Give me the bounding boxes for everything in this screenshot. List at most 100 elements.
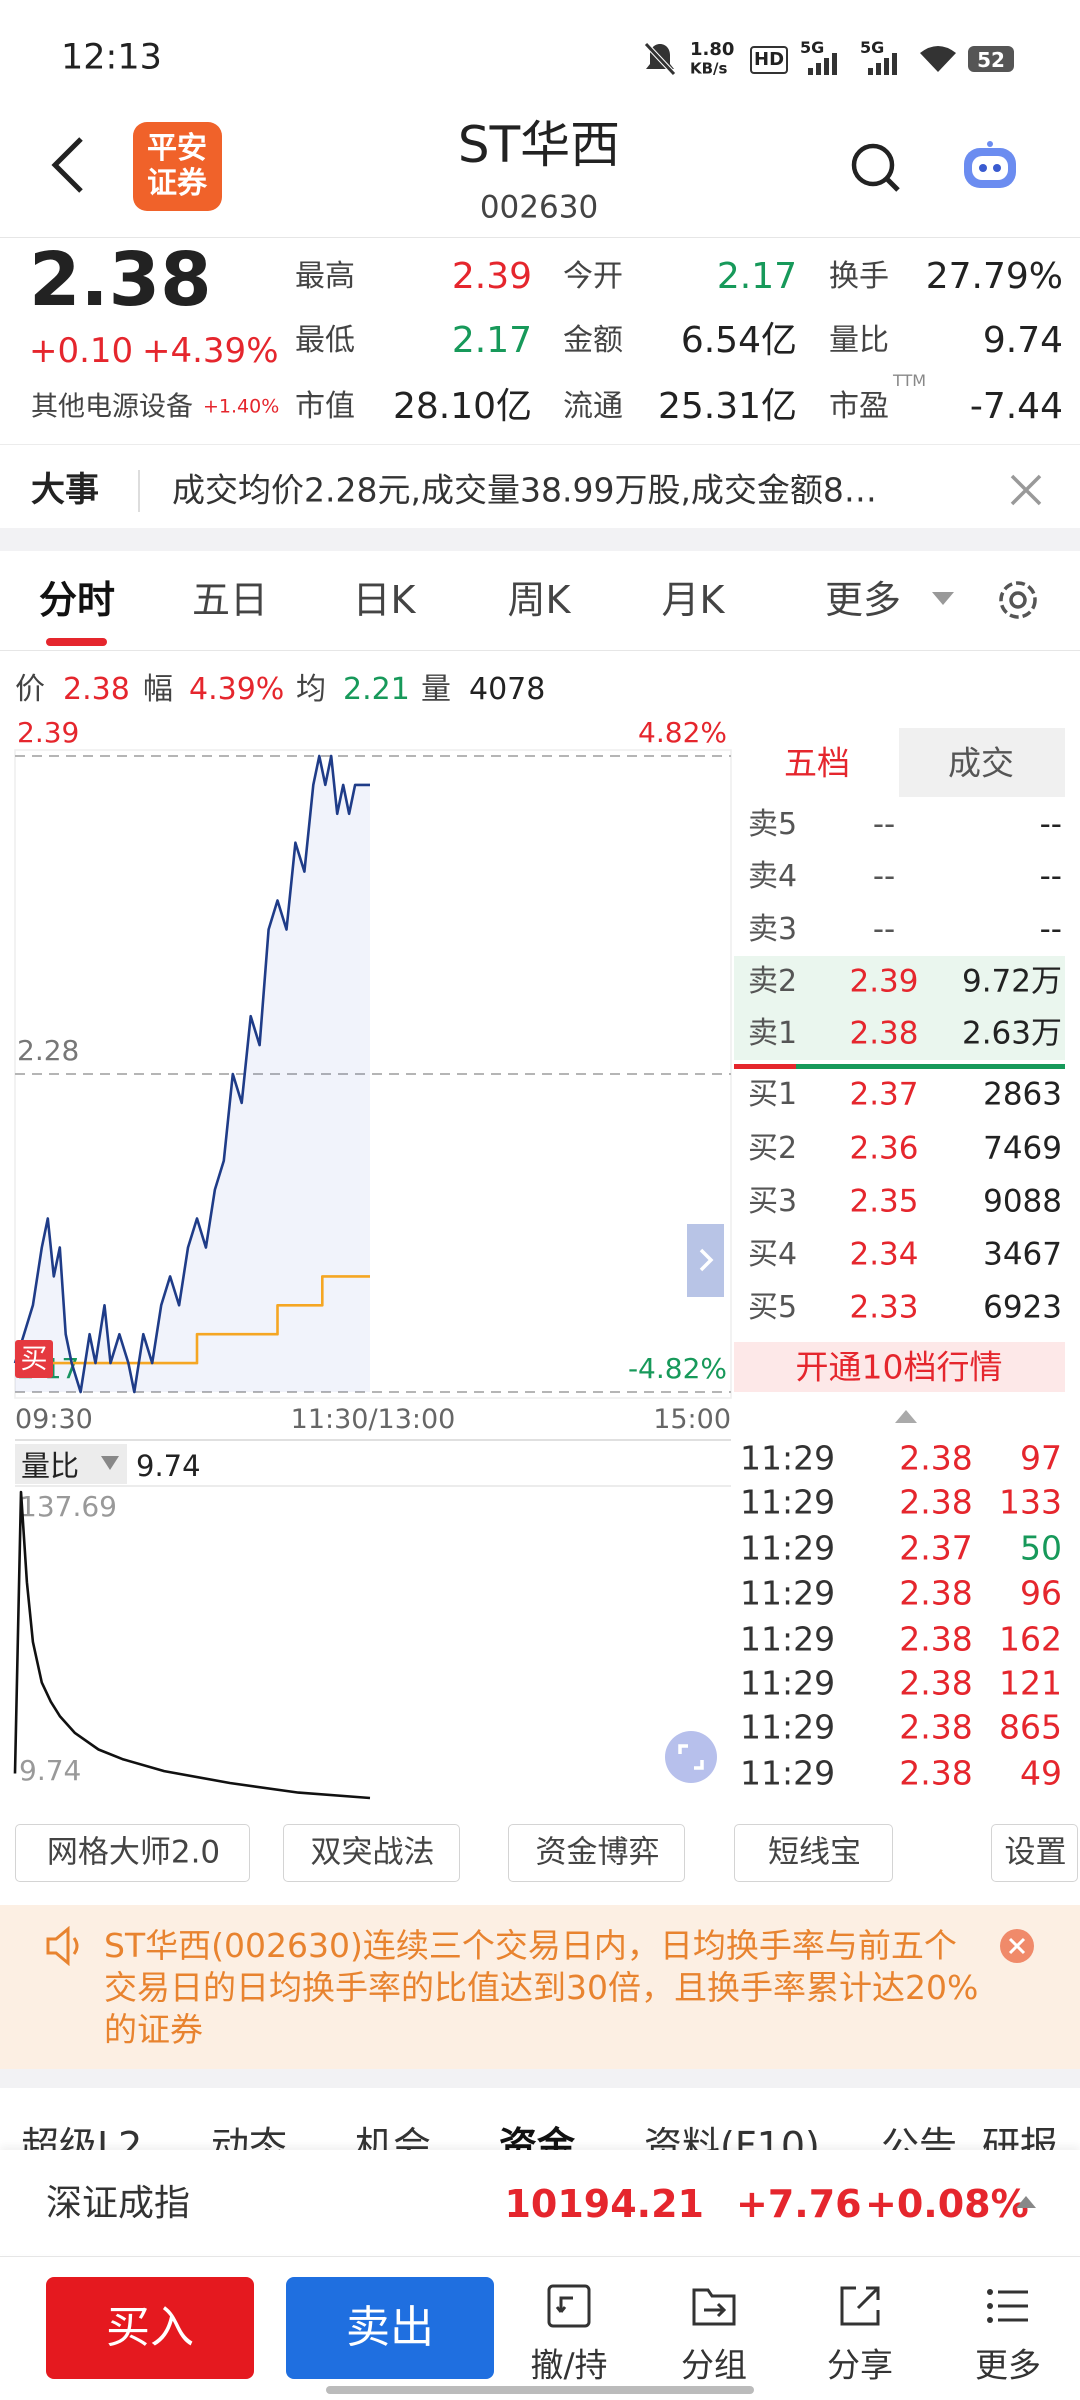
broker-logo (133, 122, 222, 211)
tool-button[interactable] (991, 1824, 1078, 1882)
tab-bg (899, 728, 1065, 797)
order-volume: -- (1039, 806, 1062, 843)
intraday-chart[interactable]: 2.392.282.174.82%-4.82%09:3011:30/13:001… (0, 720, 740, 1440)
upgrade-bg[interactable] (734, 1342, 1065, 1392)
info-label: 均 (296, 672, 326, 707)
more-icon[interactable] (982, 2280, 1034, 2332)
trade-volume: 133 (999, 1482, 1062, 1522)
info-value: 4.39% (189, 672, 285, 707)
tool-button[interactable] (734, 1824, 893, 1882)
sub-tab[interactable]: 研报 (982, 2124, 1059, 2150)
sub-tab[interactable]: 资料(F10) (644, 2124, 820, 2150)
order-price: -- (872, 858, 896, 895)
cancel-icon[interactable] (543, 2280, 595, 2332)
order-level: 卖2 (748, 964, 798, 999)
index-caret[interactable] (1014, 2194, 1038, 2210)
order-price: 2.35 (849, 1183, 919, 1220)
sector-change: +1.40% (203, 395, 280, 418)
trade-volume: 49 (1020, 1753, 1062, 1793)
sub-tab[interactable]: 动态 (211, 2124, 288, 2150)
index-bar[interactable] (0, 2150, 1080, 2254)
buy-marker-label: 买 (21, 1344, 48, 1375)
y-tick-label: 9.74 (19, 1754, 81, 1787)
quote-value: 2.17 (451, 320, 532, 361)
order-volume: -- (1039, 858, 1062, 895)
tab[interactable]: 月K (661, 578, 725, 622)
more-caret[interactable] (930, 590, 956, 608)
quote-value: 25.31亿 (657, 386, 797, 427)
group-icon[interactable] (688, 2280, 740, 2332)
quote-value: 2.17 (716, 256, 797, 297)
order-level: 买2 (748, 1131, 798, 1166)
trade-volume: 50 (1020, 1528, 1062, 1568)
net-speed: 1.80 (690, 39, 735, 60)
sell-button[interactable] (286, 2277, 494, 2379)
buy-label: 买入 (106, 2302, 194, 2353)
info-value: 2.38 (63, 672, 130, 707)
tab[interactable]: 更多 (824, 578, 902, 622)
quote-label: 市值 (295, 389, 355, 424)
quote-value: 28.10亿 (392, 386, 532, 427)
fullscreen-button[interactable] (664, 1730, 718, 1784)
ask-highlight (734, 956, 1065, 1060)
sub-tab[interactable]: 超级L2 (21, 2124, 143, 2150)
arrow-icon (699, 1248, 714, 1272)
order-volume: 2863 (983, 1076, 1062, 1113)
tab[interactable]: 五日 (191, 578, 269, 622)
quote-value: 2.39 (451, 256, 532, 297)
order-price: -- (872, 911, 896, 948)
order-level: 卖4 (748, 859, 798, 894)
tool-button[interactable] (283, 1824, 460, 1882)
series-line (15, 1275, 370, 1365)
trade-time: 11:29 (740, 1619, 836, 1659)
indicator-name: 量比 (21, 1449, 79, 1483)
settings-button[interactable] (994, 576, 1042, 624)
trade-time: 11:29 (740, 1438, 836, 1478)
quote-value: -7.44 (969, 386, 1063, 427)
search-button[interactable] (848, 140, 904, 196)
pe-suffix: TTM (893, 371, 927, 390)
index-change-pct: +0.08% (865, 2182, 1029, 2226)
order-price: -- (872, 806, 896, 843)
sub-tab[interactable]: 资金 (499, 2124, 576, 2150)
back-button[interactable] (45, 135, 90, 195)
trade-time: 11:29 (740, 1707, 836, 1747)
tool-button[interactable] (15, 1824, 250, 1882)
close-alert[interactable] (998, 1927, 1036, 1965)
trade-volume: 96 (1020, 1573, 1062, 1613)
scroll-caret (895, 1410, 917, 1423)
info-label: 价 (15, 672, 45, 707)
series-line (13, 1490, 371, 1800)
trade-price: 2.38 (899, 1663, 973, 1703)
sub-tabs: 超级L2 动态 机会 资金 资料(F10) 公告 研报 (0, 2088, 1080, 2150)
info-label: 量 (421, 672, 451, 707)
tab[interactable]: 分时 (38, 578, 116, 622)
sub-tab[interactable]: 机会 (355, 2124, 432, 2150)
tab[interactable]: 周K (507, 578, 571, 622)
order-volume: 3467 (983, 1236, 1062, 1273)
action-label: 分组 (681, 2345, 747, 2385)
quote-label: 换手 (829, 259, 889, 294)
tab[interactable]: 日K (352, 578, 416, 622)
news-text[interactable]: 成交均价2.28元,成交量38.99万股,成交金额8… (172, 470, 877, 510)
sub-tab[interactable]: 公告 (881, 2124, 958, 2150)
expand-panel-button[interactable] (687, 1224, 724, 1297)
action-label: 分享 (827, 2345, 893, 2385)
logo-text: 证券 (147, 166, 207, 201)
share-icon[interactable] (834, 2280, 886, 2332)
tool-label: 短线宝 (768, 1834, 861, 1871)
quote-label: 市盈 (829, 389, 889, 424)
quote-value: 27.79% (925, 256, 1063, 297)
upgrade-link[interactable]: 开通10档行情 (795, 1347, 1003, 1387)
logo-text: 平安 (147, 131, 207, 166)
order-book-tab: 五档 (784, 743, 850, 783)
tool-label: 双突战法 (310, 1834, 435, 1871)
close-news[interactable] (1008, 472, 1044, 508)
tool-button[interactable] (508, 1824, 685, 1882)
order-price: 2.34 (849, 1236, 919, 1273)
assistant-button[interactable] (958, 140, 1022, 196)
buy-button[interactable] (46, 2277, 254, 2379)
battery (968, 46, 1014, 72)
order-level: 买1 (748, 1077, 798, 1112)
